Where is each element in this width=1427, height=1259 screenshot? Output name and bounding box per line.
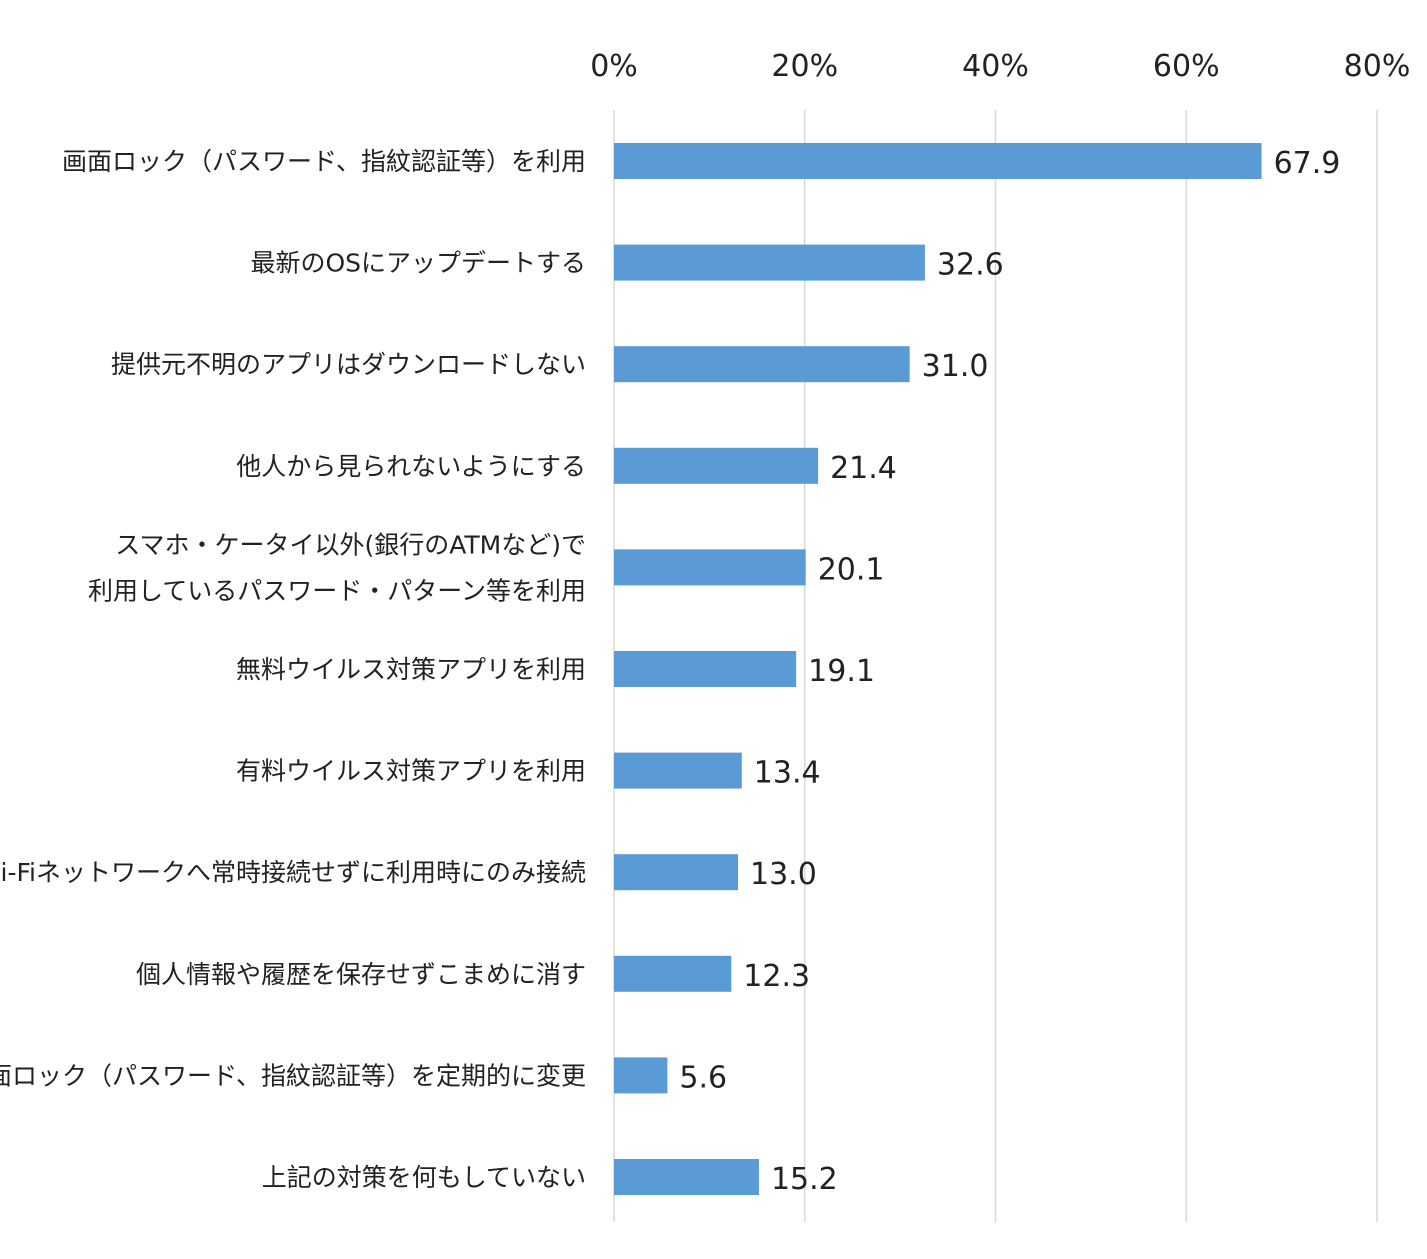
- bar: [614, 752, 742, 789]
- bar: [614, 955, 732, 992]
- category-label: 画面ロック（パスワード、指紋認証等）を利用: [62, 147, 586, 176]
- x-tick-label: 80%: [1344, 49, 1411, 84]
- category-label: スマホ・ケータイ以外(銀行のATMなど)で利用しているパスワード・パターン等を利…: [88, 530, 586, 605]
- bar: [614, 346, 910, 383]
- gridlines: [613, 110, 1378, 1222]
- bar: [614, 549, 806, 586]
- data-label: 15.2: [771, 1162, 838, 1197]
- category-label: 無料ウイルス対策アプリを利用: [236, 655, 586, 684]
- x-tick-label: 60%: [1153, 49, 1220, 84]
- data-label: 20.1: [818, 552, 885, 587]
- category-label: Wi-Fiネットワークへ常時接続せずに利用時にのみ接続: [0, 858, 586, 887]
- category-label: 上記の対策を何もしていない: [262, 1163, 586, 1192]
- category-label: 個人情報や履歴を保存せずこまめに消す: [136, 960, 586, 989]
- category-label: 有料ウイルス対策アプリを利用: [236, 757, 586, 786]
- bar: [614, 1159, 759, 1195]
- data-label: 5.6: [679, 1060, 727, 1095]
- data-label: 13.0: [750, 857, 817, 892]
- bar: [614, 447, 819, 484]
- data-label: 31.0: [922, 349, 989, 384]
- bar: [614, 244, 925, 281]
- x-tick-label: 20%: [771, 49, 838, 84]
- x-axis-tick-labels: 0% 20% 40% 60% 80%: [590, 49, 1410, 84]
- category-label: 最新のOSにアップデートする: [250, 249, 586, 278]
- data-labels: 67.9 32.6 31.0 21.4 20.1 19.1 13.4 13.0 12.3 5.6 1…: [679, 146, 1340, 1197]
- bar: [614, 854, 738, 891]
- data-label: 13.4: [754, 756, 821, 791]
- category-label: 提供元不明のアプリはダウンロードしない: [111, 350, 586, 379]
- x-tick-label: 40%: [962, 49, 1029, 84]
- data-label: 19.1: [808, 654, 875, 689]
- category-label: 画面ロック（パスワード、指紋認証等）を定期的に変更: [0, 1061, 586, 1090]
- bars: [614, 143, 1262, 1195]
- data-label: 12.3: [743, 959, 810, 994]
- x-tick-label: 0%: [590, 49, 638, 84]
- data-label: 32.6: [937, 248, 1004, 283]
- category-labels: 画面ロック（パスワード、指紋認証等）を利用最新のOSにアップデートする提供元不明…: [0, 147, 586, 1192]
- bar: [614, 1057, 668, 1094]
- category-label: 他人から見られないようにする: [236, 452, 586, 481]
- data-label: 67.9: [1274, 146, 1341, 181]
- data-label: 21.4: [830, 451, 897, 486]
- bar: [614, 651, 797, 687]
- bar: [614, 143, 1262, 179]
